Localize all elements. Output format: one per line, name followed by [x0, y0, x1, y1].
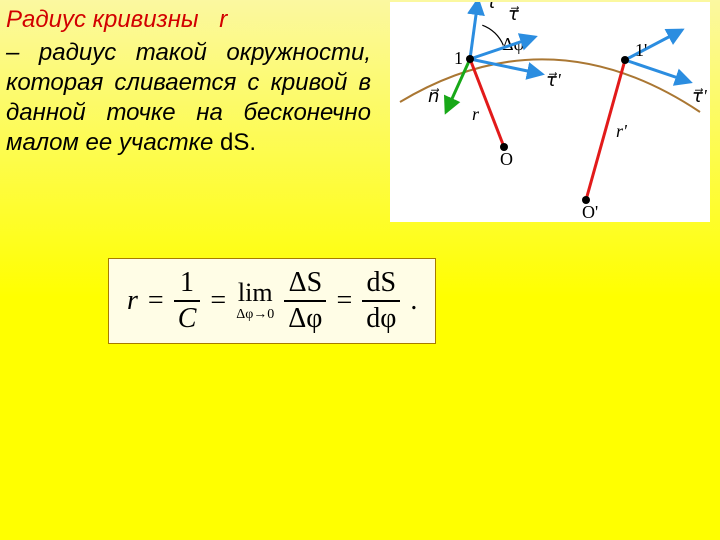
title-text: Радиус кривизны	[6, 6, 199, 33]
definition-text: – радиус такой окружности, которая слива…	[6, 38, 371, 158]
svg-text:τ⃗: τ⃗	[508, 4, 519, 24]
svg-text:O: O	[500, 149, 513, 169]
curvature-diagram: rr'Δφτ⃗τ⃗τ⃗'n⃗τ⃗'11'OO'	[390, 2, 710, 222]
lim-top: lim	[238, 280, 273, 306]
svg-text:r: r	[472, 104, 480, 124]
formula-equation: r = 1 C = lim Δφ→0 ΔS Δφ = dS dφ	[127, 269, 417, 333]
lim-bottom: Δφ→0	[236, 308, 274, 322]
formula-frac3-den: dφ	[362, 305, 400, 333]
formula-box: r = 1 C = lim Δφ→0 ΔS Δφ = dS dφ	[108, 258, 436, 344]
formula-eq1: =	[148, 285, 164, 317]
formula-frac1-num: 1	[176, 269, 198, 297]
formula-frac2-den: Δφ	[284, 305, 326, 333]
formula-frac1-den: C	[174, 305, 201, 333]
formula-frac2: ΔS Δφ	[284, 269, 326, 333]
formula-lim: lim Δφ→0	[236, 280, 274, 322]
fraction-bar	[284, 300, 326, 302]
formula-frac2-num: ΔS	[285, 269, 327, 297]
svg-text:τ⃗': τ⃗'	[692, 86, 708, 106]
title-variable: r	[219, 6, 227, 33]
formula-eq3: =	[336, 285, 352, 317]
svg-text:r': r'	[616, 121, 628, 141]
fraction-bar	[362, 300, 400, 302]
definition-body: – радиус такой окружности, которая слива…	[6, 39, 371, 156]
formula-frac1: 1 C	[174, 269, 201, 333]
svg-text:1': 1'	[635, 40, 647, 60]
svg-text:τ⃗': τ⃗'	[546, 70, 562, 90]
formula-frac3-num: dS	[363, 269, 401, 297]
formula-frac3: dS dφ	[362, 269, 400, 333]
svg-text:O': O'	[582, 202, 598, 222]
svg-text:n⃗: n⃗	[428, 86, 440, 106]
svg-text:1: 1	[454, 48, 463, 68]
formula-period: .	[410, 285, 417, 317]
svg-text:τ⃗: τ⃗	[486, 2, 497, 12]
formula-lhs: r	[127, 285, 138, 317]
fraction-bar	[174, 300, 201, 302]
definition-ds: dS.	[220, 129, 256, 156]
slide: Радиус кривизны r – радиус такой окружно…	[0, 0, 720, 540]
formula-eq2: =	[210, 285, 226, 317]
title-line: Радиус кривизны r	[6, 6, 227, 34]
